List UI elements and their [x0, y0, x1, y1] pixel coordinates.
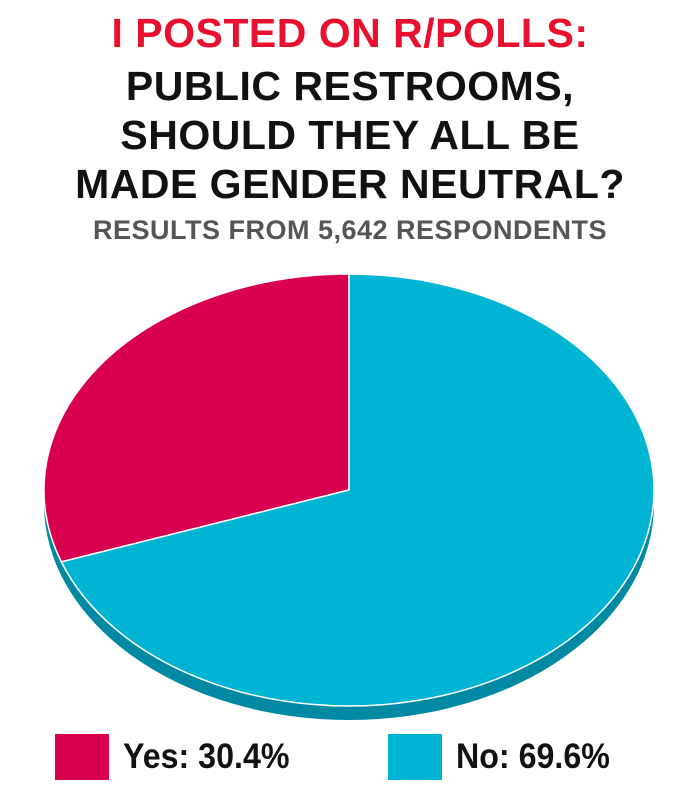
chart-title: PUBLIC RESTROOMS, SHOULD THEY ALL BE MAD… [0, 62, 700, 209]
legend-item-no: No: 69.6% [388, 732, 623, 782]
legend-item-yes: Yes: 30.4% [55, 732, 304, 782]
title-line-1: PUBLIC RESTROOMS, [125, 63, 575, 109]
chart-subtitle: RESULTS FROM 5,642 RESPONDENTS [92, 215, 608, 245]
legend-swatch-yes [55, 734, 109, 780]
legend-label-yes: Yes: 30.4% [123, 737, 290, 776]
legend-label-no: No: 69.6% [456, 737, 610, 776]
poll-source-heading: I POSTED ON R/POLLS: [111, 10, 589, 56]
pie-slice-no [60, 273, 655, 707]
pie-slice-yes [43, 273, 350, 563]
title-line-2: SHOULD THEY ALL BE [120, 112, 580, 158]
legend-swatch-no [388, 734, 442, 780]
title-line-3: MADE GENDER NEUTRAL? [75, 161, 625, 207]
